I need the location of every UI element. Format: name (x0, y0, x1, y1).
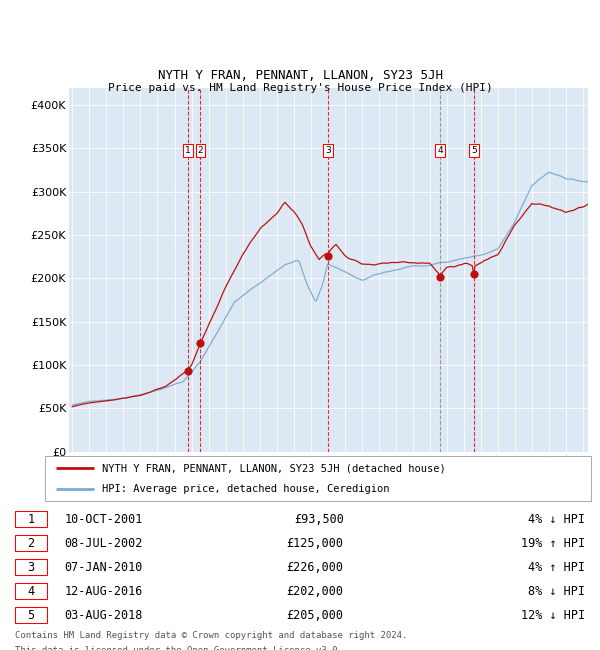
Text: 4% ↑ HPI: 4% ↑ HPI (528, 560, 585, 574)
Text: 5: 5 (471, 146, 476, 155)
Point (469, 269, 479, 280)
Text: 10-OCT-2001: 10-OCT-2001 (64, 512, 143, 525)
Text: 4: 4 (27, 585, 34, 598)
Text: 12-AUG-2016: 12-AUG-2016 (64, 585, 143, 598)
Text: £202,000: £202,000 (287, 585, 344, 598)
Bar (15, 607, 47, 623)
Text: 19% ↑ HPI: 19% ↑ HPI (521, 537, 585, 550)
Text: Contains HM Land Registry data © Crown copyright and database right 2024.: Contains HM Land Registry data © Crown c… (15, 631, 407, 640)
Text: 8% ↓ HPI: 8% ↓ HPI (528, 585, 585, 598)
Point (196, 338, 205, 348)
Text: 03-AUG-2018: 03-AUG-2018 (64, 608, 143, 621)
Point (323, 251, 333, 261)
Bar (15, 583, 47, 599)
Text: Price paid vs. HM Land Registry's House Price Index (HPI): Price paid vs. HM Land Registry's House … (107, 83, 493, 93)
Text: 4% ↓ HPI: 4% ↓ HPI (528, 512, 585, 525)
Bar (15, 511, 47, 527)
Text: £226,000: £226,000 (287, 560, 344, 574)
Text: 1: 1 (185, 146, 191, 155)
Text: 2: 2 (197, 146, 203, 155)
Text: NYTH Y FRAN, PENNANT, LLANON, SY23 5JH (detached house): NYTH Y FRAN, PENNANT, LLANON, SY23 5JH (… (103, 463, 446, 473)
Text: 1: 1 (27, 512, 34, 525)
Text: £205,000: £205,000 (287, 608, 344, 621)
Text: HPI: Average price, detached house, Ceredigion: HPI: Average price, detached house, Cere… (103, 484, 390, 495)
Text: 4: 4 (437, 146, 443, 155)
Text: 3: 3 (27, 560, 34, 574)
Text: 3: 3 (325, 146, 331, 155)
Point (436, 272, 445, 282)
Text: 08-JUL-2002: 08-JUL-2002 (64, 537, 143, 550)
Text: 07-JAN-2010: 07-JAN-2010 (64, 560, 143, 574)
Text: NYTH Y FRAN, PENNANT, LLANON, SY23 5JH: NYTH Y FRAN, PENNANT, LLANON, SY23 5JH (157, 70, 443, 83)
Bar (15, 535, 47, 551)
Text: This data is licensed under the Open Government Licence v3.0.: This data is licensed under the Open Gov… (15, 645, 343, 650)
Point (183, 365, 193, 376)
Text: 2: 2 (27, 537, 34, 550)
Text: 5: 5 (27, 608, 34, 621)
Text: £125,000: £125,000 (287, 537, 344, 550)
Text: £93,500: £93,500 (294, 512, 344, 525)
Bar (15, 559, 47, 575)
Text: 12% ↓ HPI: 12% ↓ HPI (521, 608, 585, 621)
